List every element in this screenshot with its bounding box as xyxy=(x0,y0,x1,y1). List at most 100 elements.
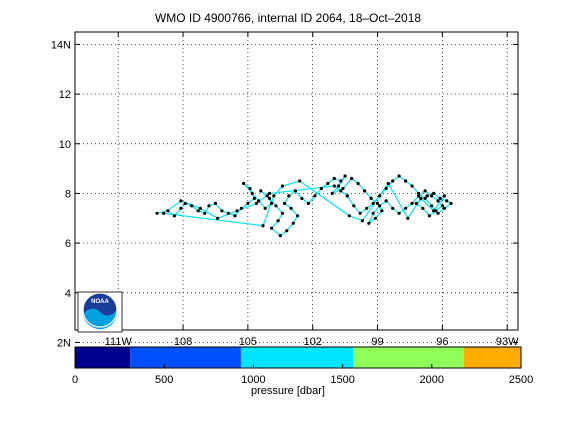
profile-point xyxy=(406,216,410,220)
profile-point xyxy=(319,186,323,191)
colorbar-tick-label: 2500 xyxy=(509,374,533,386)
lat-tick-label: 12 xyxy=(59,89,71,101)
profile-point xyxy=(363,189,367,193)
colorbar-label: pressure [dbar] xyxy=(251,385,325,397)
profile-point xyxy=(410,184,414,188)
profile-point xyxy=(283,201,287,205)
colorbar-ticks: 0 500 1000 1500 2000 2500 xyxy=(72,364,533,386)
profile-point xyxy=(289,206,293,210)
profile-point xyxy=(380,209,384,213)
profile-point xyxy=(432,191,436,195)
profile-point xyxy=(293,189,297,193)
profile-point xyxy=(449,201,453,205)
profile-point xyxy=(339,189,343,193)
lat-tick-label: 4 xyxy=(65,288,71,300)
profile-point xyxy=(198,206,202,210)
profile-point xyxy=(350,176,354,181)
lon-tick-label: 105 xyxy=(239,336,257,348)
profile-point xyxy=(172,214,176,218)
profile-point xyxy=(375,201,380,205)
profile-point xyxy=(239,206,243,210)
profile-point xyxy=(226,211,230,215)
profile-point xyxy=(442,194,447,198)
profile-point xyxy=(417,191,421,195)
grid-lines xyxy=(75,32,518,343)
profile-point xyxy=(183,201,187,205)
profile-point xyxy=(417,194,421,198)
profile-point xyxy=(332,176,336,181)
track-line xyxy=(156,175,453,237)
lat-tick-label: 2N xyxy=(57,337,71,349)
colorbar-frame xyxy=(74,346,522,369)
profile-point xyxy=(341,186,345,191)
profile-points xyxy=(155,174,453,238)
profile-point xyxy=(272,194,276,198)
profile-point xyxy=(343,174,347,178)
profile-point xyxy=(384,186,388,191)
profile-point xyxy=(155,211,159,215)
profile-point xyxy=(298,179,302,183)
profile-point xyxy=(365,206,369,210)
profile-point xyxy=(216,216,220,220)
profile-point xyxy=(280,211,285,215)
profile-point xyxy=(179,206,183,210)
profile-point xyxy=(306,201,310,205)
profile-point xyxy=(345,194,349,198)
lon-tick-label: 108 xyxy=(174,336,192,348)
profile-point xyxy=(313,194,317,198)
map-frame xyxy=(74,31,519,331)
profile-point xyxy=(442,206,447,210)
axis-ticks: 111W 108 105 102 99 96 93W 2N 4 6 8 10 12 14N xyxy=(51,32,519,349)
profile-point xyxy=(391,179,395,183)
profile-point xyxy=(278,234,282,238)
colorbar-segment xyxy=(240,347,354,368)
profile-point xyxy=(254,201,259,205)
profile-point xyxy=(397,174,401,178)
profile-point xyxy=(207,204,211,208)
profile-point xyxy=(391,206,395,210)
profile-point xyxy=(386,181,390,186)
lon-tick-label: 102 xyxy=(304,336,322,348)
profile-point xyxy=(242,181,246,186)
profile-point xyxy=(274,204,278,208)
colorbar-segment xyxy=(75,347,131,368)
profile-point xyxy=(261,224,265,228)
profile-point xyxy=(436,199,440,203)
colorbar-tick-label: 500 xyxy=(155,374,173,386)
colorbar-segment xyxy=(353,347,464,368)
profile-point xyxy=(291,221,295,225)
colorbar xyxy=(74,346,522,369)
profile-point xyxy=(265,194,269,198)
profile-point xyxy=(233,214,237,218)
lat-tick-label: 10 xyxy=(59,139,71,151)
profile-point xyxy=(337,184,341,188)
profile-point xyxy=(378,204,382,208)
profile-point xyxy=(367,221,371,225)
profile-point xyxy=(250,191,254,195)
colorbar-tick-label: 1000 xyxy=(241,374,265,386)
profile-point xyxy=(259,189,263,193)
noaa-logo: NOAA xyxy=(77,291,123,333)
profile-point xyxy=(358,211,362,215)
lon-tick-label: 93W xyxy=(496,336,519,348)
profile-point xyxy=(162,211,166,215)
profile-point xyxy=(421,206,425,210)
profile-point xyxy=(369,196,373,200)
float-track xyxy=(156,175,453,237)
profile-point xyxy=(423,189,427,193)
colorbar-segment xyxy=(130,347,241,368)
profile-point xyxy=(425,194,429,198)
profile-point xyxy=(257,199,261,203)
profile-point xyxy=(213,201,218,205)
lat-tick-label: 8 xyxy=(65,188,71,200)
profile-point xyxy=(235,209,239,213)
profile-point xyxy=(371,211,375,215)
lon-tick-label: 99 xyxy=(371,336,383,348)
lat-tick-label: 6 xyxy=(65,238,71,250)
profile-point xyxy=(430,194,434,198)
profile-point xyxy=(339,179,343,183)
profile-point xyxy=(414,201,418,205)
profile-point xyxy=(326,181,330,186)
profile-point xyxy=(285,229,289,233)
